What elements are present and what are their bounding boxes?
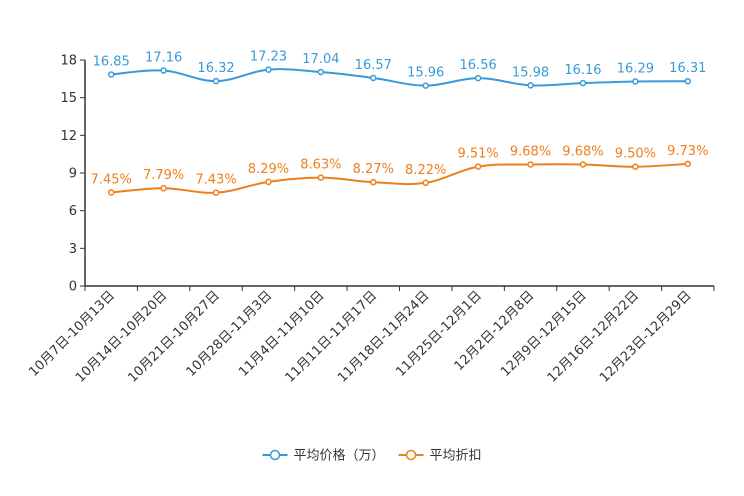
x-tick-label: 12月16日-12月22日	[545, 288, 642, 385]
data-point[interactable]	[474, 163, 482, 170]
data-point[interactable]	[317, 68, 325, 76]
data-label: 16.56	[460, 58, 497, 73]
series-line	[111, 162, 688, 194]
legend[interactable]: 平均价格（万） 平均折扣	[262, 448, 482, 464]
axes: 0 3 6 9 12 15 18 10月7日-10月13日10月14日-10月20日10月21…	[26, 54, 715, 386]
data-point[interactable]	[160, 67, 167, 74]
data-point[interactable]	[317, 174, 325, 181]
data-label: 16.29	[617, 61, 654, 76]
series-1: 16.85 17.16 16.32 17.23 17.04 16.57 15.96 16.56…	[93, 50, 706, 89]
data-point[interactable]	[160, 184, 167, 192]
data-point[interactable]	[684, 77, 692, 85]
y-tick-label: 12	[60, 129, 77, 144]
data-label: 17.23	[250, 50, 287, 65]
data-label: 9.68%	[510, 144, 551, 159]
series-layer: 16.85 17.16 16.32 17.23 17.04 16.57 15.96 16.56…	[91, 50, 708, 196]
data-label: 15.96	[407, 66, 444, 81]
data-label: 8.27%	[353, 162, 394, 177]
data-point[interactable]	[579, 161, 587, 168]
data-label: 9.51%	[457, 147, 498, 162]
data-point[interactable]	[265, 66, 272, 73]
data-point[interactable]	[579, 79, 587, 87]
y-tick-label: 3	[69, 242, 77, 257]
data-label: 8.29%	[248, 162, 289, 177]
data-point[interactable]	[107, 189, 115, 196]
data-point[interactable]	[370, 74, 377, 82]
x-tick-label: 12月23日-12月29日	[597, 288, 694, 385]
x-tick-label: 10月14日-10月20日	[73, 288, 170, 385]
data-label: 15.98	[512, 65, 549, 80]
x-tick-label: 11月18日-11月24日	[335, 288, 432, 385]
legend-label: 平均折扣	[430, 449, 482, 464]
x-tick-label: 11月11日-11月17日	[283, 288, 380, 385]
data-point[interactable]	[527, 82, 534, 89]
legend-label: 平均价格（万）	[294, 448, 385, 464]
data-label: 16.16	[564, 63, 601, 78]
data-label: 8.22%	[405, 163, 446, 178]
y-tick-label: 6	[69, 204, 77, 219]
data-label: 17.04	[302, 52, 339, 67]
series-line	[111, 68, 688, 87]
data-point[interactable]	[212, 77, 220, 85]
legend-item-2[interactable]: 平均折扣	[398, 449, 482, 464]
data-label: 7.43%	[195, 173, 236, 188]
data-point[interactable]	[632, 78, 639, 85]
data-point[interactable]	[422, 82, 429, 89]
data-label: 8.63%	[300, 158, 341, 173]
x-tick-label: 10月7日-10月13日	[26, 288, 118, 380]
y-tick-label: 18	[60, 54, 77, 69]
data-label: 17.16	[145, 51, 182, 66]
data-point[interactable]	[422, 179, 429, 187]
data-point[interactable]	[632, 163, 639, 170]
data-point[interactable]	[370, 178, 377, 186]
data-point[interactable]	[527, 161, 534, 168]
data-point[interactable]	[684, 160, 692, 168]
data-label: 9.73%	[667, 144, 708, 159]
data-label: 16.31	[669, 61, 706, 76]
data-label: 7.45%	[91, 172, 132, 187]
data-point[interactable]	[474, 74, 482, 82]
y-tick-label: 0	[69, 280, 77, 295]
y-tick-label: 15	[60, 91, 77, 106]
data-point[interactable]	[265, 178, 272, 186]
data-label: 16.57	[355, 58, 392, 73]
data-label: 16.85	[93, 54, 130, 69]
legend-marker-icon	[405, 449, 417, 461]
legend-item-1[interactable]: 平均价格（万）	[262, 448, 385, 464]
data-label: 9.68%	[562, 144, 603, 159]
y-tick-label: 9	[69, 167, 77, 182]
data-label: 16.32	[197, 61, 234, 76]
data-point[interactable]	[212, 189, 220, 196]
x-tick-label: 10月21日-10月27日	[125, 288, 222, 385]
data-label: 9.50%	[615, 147, 656, 162]
series-2: 7.45% 7.79% 7.43% 8.29% 8.63% 8.27% 8.22% 9.51%…	[91, 144, 708, 196]
legend-marker-icon	[269, 449, 281, 461]
data-label: 7.79%	[143, 168, 184, 183]
data-point[interactable]	[107, 71, 115, 78]
